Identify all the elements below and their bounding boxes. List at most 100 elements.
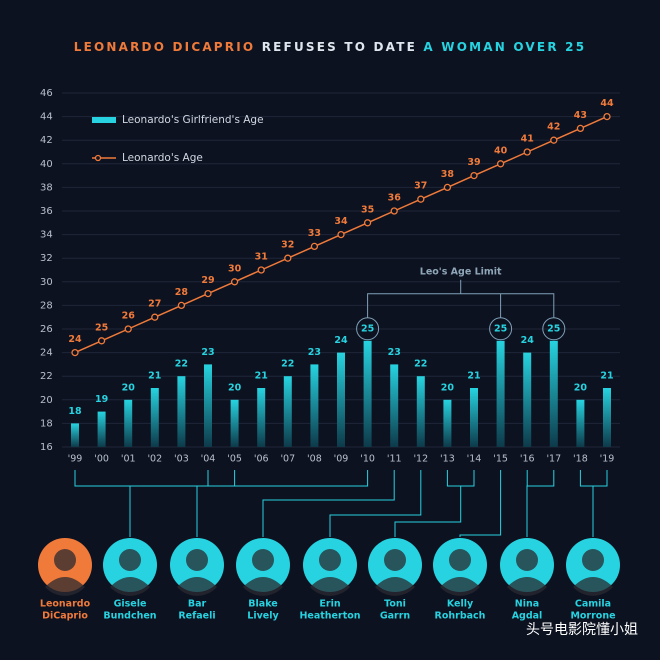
value-label: 44 (600, 98, 614, 109)
bar (363, 340, 372, 447)
connector (262, 486, 395, 537)
value-label: 20 (441, 382, 455, 393)
value-label: 41 (521, 134, 534, 145)
portrait-head (54, 549, 76, 571)
line-marker (390, 207, 398, 215)
y-tick-label: 26 (40, 324, 53, 335)
person-name: DiCaprio (42, 611, 88, 622)
bar (310, 364, 319, 447)
person-name: Kelly (447, 599, 474, 610)
person-name: Nina (515, 599, 539, 610)
x-tick-label: '14 (467, 454, 482, 465)
connector (394, 486, 462, 537)
x-tick-label: '03 (174, 454, 189, 465)
value-label: 24 (521, 335, 535, 346)
y-tick-label: 46 (40, 88, 53, 99)
portrait-head (119, 549, 141, 571)
portrait-body (45, 577, 85, 596)
line-marker (97, 337, 106, 345)
line-marker (523, 148, 531, 156)
value-label: 28 (175, 287, 189, 298)
portrait-body (375, 577, 415, 596)
annotation: Leo's Age Limit (420, 266, 502, 277)
portrait-head (516, 549, 538, 571)
x-tick-label: '09 (334, 454, 349, 465)
x-tick-label: '99 (68, 454, 83, 465)
bar (416, 376, 425, 447)
legend-label: Leonardo's Girlfriend's Age (122, 114, 264, 126)
portrait-body (573, 577, 613, 596)
value-label: 26 (122, 311, 136, 322)
value-label: 31 (255, 252, 268, 263)
y-tick-label: 24 (40, 348, 53, 359)
person-name: Garrn (380, 611, 411, 622)
person-name: Lively (247, 611, 279, 622)
bar (283, 376, 292, 447)
line-marker (310, 242, 319, 251)
bar (576, 399, 585, 447)
title-part: LEONARDO DICAPRIO (74, 40, 256, 54)
bar (603, 388, 611, 447)
value-label: 21 (467, 371, 480, 382)
person-name: Blake (248, 599, 277, 610)
value-label: 32 (281, 240, 294, 251)
value-label: 21 (255, 371, 268, 382)
line-marker (124, 325, 132, 333)
y-tick-label: 16 (40, 442, 53, 453)
x-tick-label: '12 (413, 454, 428, 465)
portrait-body (507, 577, 547, 596)
value-label: 20 (574, 382, 588, 393)
x-tick-label: '05 (227, 454, 242, 465)
legend-label: Leonardo's Age (122, 152, 203, 164)
portrait-body (440, 577, 480, 596)
line-marker (550, 136, 558, 144)
person-name: Camila (575, 599, 611, 610)
bar (71, 423, 79, 447)
bar (390, 364, 399, 447)
watermark: 头号电影院懂小姐 (526, 622, 638, 638)
value-label: 43 (574, 110, 587, 121)
x-tick-label: '10 (360, 454, 375, 465)
y-tick-label: 20 (40, 395, 53, 406)
bar (549, 340, 558, 447)
value-label: 36 (388, 193, 402, 204)
connector (526, 485, 541, 537)
value-label: 34 (334, 216, 348, 227)
value-label: 37 (414, 181, 427, 192)
portrait-body (243, 577, 283, 596)
value-label: 22 (414, 359, 427, 370)
value-label: 25 (494, 323, 507, 334)
portrait-body (110, 577, 150, 596)
bar (257, 388, 266, 447)
title-part: A WOMAN OVER 25 (423, 40, 586, 54)
value-label: 23 (388, 347, 401, 358)
y-tick-label: 38 (40, 182, 53, 193)
line-marker (496, 160, 505, 168)
value-label: 20 (228, 382, 242, 393)
portrait-body (177, 577, 217, 596)
line-marker (204, 289, 212, 298)
bar (204, 364, 212, 447)
x-tick-label: '16 (520, 454, 535, 465)
line-marker (576, 124, 585, 133)
x-tick-label: '07 (280, 454, 295, 465)
value-label: 30 (228, 263, 242, 274)
value-label: 27 (148, 299, 161, 310)
connector (196, 485, 302, 537)
x-tick-label: '13 (440, 454, 455, 465)
line-marker (71, 348, 79, 357)
bar (443, 399, 452, 447)
line-marker (257, 266, 265, 274)
portrait-head (319, 549, 341, 571)
person-name: Toni (384, 599, 406, 610)
x-tick-label: '04 (201, 454, 216, 465)
person-name: Heatherton (299, 611, 360, 622)
value-label: 23 (201, 347, 214, 358)
bar (470, 388, 478, 447)
value-label: 24 (68, 334, 82, 345)
bar (150, 388, 159, 447)
value-label: 21 (148, 371, 161, 382)
connector (129, 485, 142, 537)
y-tick-label: 44 (40, 112, 53, 123)
value-label: 24 (334, 335, 348, 346)
